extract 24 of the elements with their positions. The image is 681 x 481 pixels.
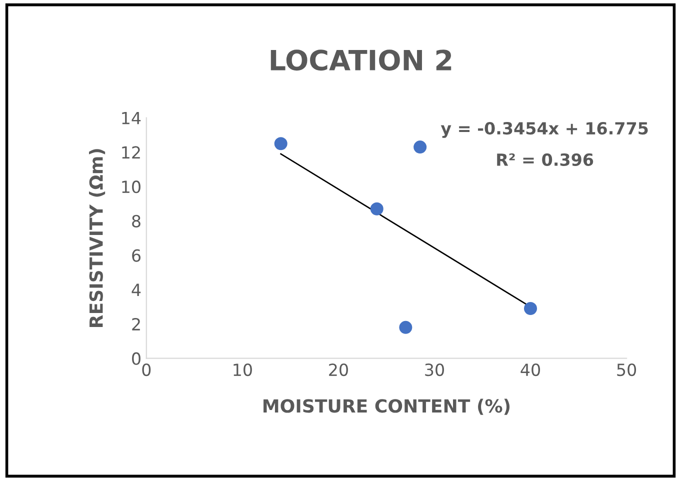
x-tick-label: 30 <box>425 364 444 376</box>
annotation: R² = 0.396 <box>497 153 594 166</box>
y-tick-label: 10 <box>122 180 140 194</box>
y-tick-label: 12 <box>122 146 140 159</box>
point <box>370 202 384 216</box>
y-axis-title: RESISTIVITY (Ωm) <box>89 149 106 327</box>
x-tick-label: 10 <box>234 364 252 376</box>
x-tick-label: 40 <box>520 364 540 376</box>
point <box>274 137 288 150</box>
y-tick-label: 0 <box>132 352 140 365</box>
x-axis-title: MOISTURE CONTENT (%) <box>264 398 510 415</box>
y-tick-label: 14 <box>122 112 141 124</box>
y-tick-label: 4 <box>132 284 141 296</box>
point <box>399 320 412 334</box>
x-tick-label: 50 <box>617 364 636 376</box>
annotation: y = -0.3454x + 16.775 <box>440 122 648 138</box>
y-tick-label: 8 <box>132 214 140 228</box>
x-tick-label: 0 <box>142 364 151 376</box>
x-tick-label: 20 <box>329 364 348 376</box>
point <box>524 302 538 316</box>
y-tick-label: 6 <box>132 249 141 262</box>
chart-title: LOCATION 2 <box>270 50 452 71</box>
y-tick-label: 2 <box>132 318 140 330</box>
point <box>414 140 427 154</box>
